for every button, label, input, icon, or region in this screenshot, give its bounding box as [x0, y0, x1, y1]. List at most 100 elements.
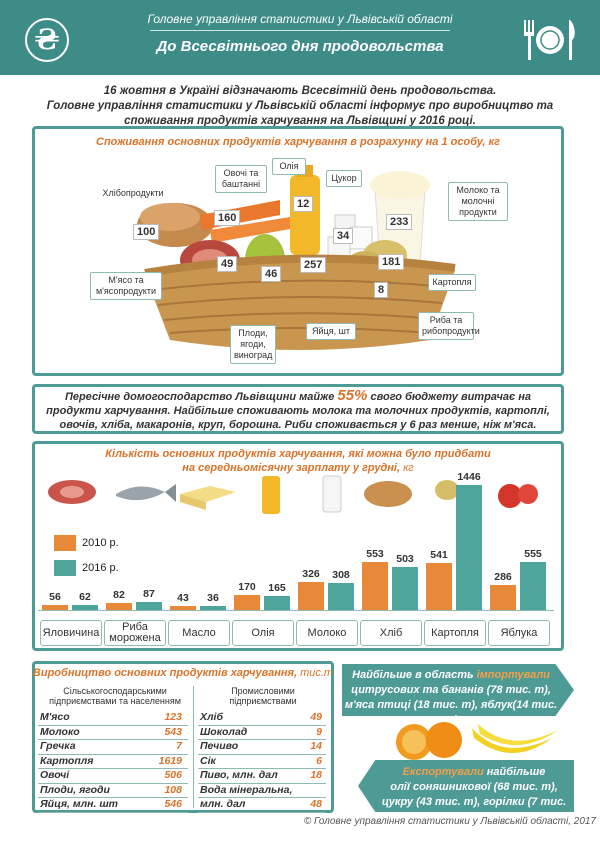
cutlery-icon	[524, 20, 575, 60]
consumption-title: Споживання основних продуктів харчування…	[96, 136, 500, 148]
production-item-value: 108	[164, 783, 182, 796]
import-highlight: імпортували	[476, 669, 550, 681]
export-text: Експортували найбільше олії соняшникової…	[376, 765, 572, 825]
production-item-value: 506	[164, 769, 182, 781]
export-line: цукру (43 тис. т), горілки (7 тис. дал)	[381, 796, 567, 823]
legend-label-2010: 2010 р.	[82, 537, 119, 549]
chart-panel	[32, 441, 564, 651]
butter-icon	[180, 486, 236, 510]
chart-title: Кількість основних продуктів харчування,…	[105, 448, 491, 460]
budget-line: Пересічне домогосподарство Львівщини май…	[42, 387, 554, 404]
production-item-name: Картопля	[40, 754, 94, 767]
row-separator	[198, 797, 326, 798]
row-separator	[38, 811, 188, 813]
budget-text: Пересічне домогосподарство Львівщини май…	[42, 387, 554, 432]
label-milk: Молоко та молочні продукти	[448, 182, 508, 221]
value-eggs: 257	[300, 257, 327, 273]
intro-line: Головне управління статистики у Львівськ…	[46, 100, 554, 112]
budget-percent: 55%	[337, 387, 368, 404]
fish-icon	[116, 484, 176, 502]
legend-swatch-2010	[54, 535, 76, 551]
label-potato: Картопля	[428, 274, 476, 291]
intro-line: споживання продуктів харчування на Львів…	[124, 115, 476, 127]
production-item-value: 48	[310, 798, 322, 810]
production-item-value: 123	[164, 711, 182, 723]
value-bread: 100	[133, 224, 160, 240]
row-separator	[38, 797, 188, 798]
intro-text: 16 жовтня в Україні відзначають Всесвітн…	[40, 84, 560, 129]
row-separator	[198, 753, 326, 755]
value-sugar: 34	[333, 228, 354, 244]
row-separator	[198, 768, 326, 769]
chart-unit: кг	[403, 462, 414, 474]
banana-icon	[472, 724, 558, 753]
production-item-name: М'ясо	[40, 711, 70, 723]
production-item-name: Сік	[200, 754, 216, 767]
budget-line: продукти харчування. Найбільше споживают…	[46, 405, 550, 417]
value-meat: 49	[217, 256, 238, 272]
label-oil: Олія	[272, 158, 306, 175]
value-milk: 233	[386, 214, 413, 230]
production-item-name: Гречка	[40, 740, 76, 752]
production-item-name: Пиво, млн. дал	[200, 769, 278, 781]
production-item-value: 14	[310, 740, 322, 752]
org-name: Головне управління статистики у Львівськ…	[147, 12, 453, 26]
potato-icon	[435, 480, 459, 500]
budget-post: свого бюджету витрачає на	[370, 391, 532, 403]
production-item-name: млн. дал	[200, 798, 246, 810]
label-fruits: Плоди, ягоди, виноград	[230, 325, 276, 364]
export-post: найбільше	[486, 766, 546, 778]
apple-icon	[498, 484, 538, 508]
row-separator	[38, 782, 188, 784]
production-item-name: Овочі	[40, 769, 70, 781]
import-line: Найбільше в область імпортували	[342, 668, 560, 683]
budget-line: овочів, хліба, макаронів, круп, борошна.…	[59, 419, 537, 431]
chart-subtitle: на середньомісячну зарплату у грудні, кг	[32, 462, 564, 474]
export-highlight: Експортували	[402, 766, 484, 778]
value-vegetables: 160	[214, 210, 241, 226]
logo-icon: ₴	[25, 18, 69, 62]
chart-subtitle-text: на середньомісячну зарплату у грудні,	[182, 462, 400, 474]
label-vegetables: Овочі та баштанні	[215, 165, 267, 193]
label-meat: М'ясо та м'ясопродукти	[90, 272, 162, 300]
production-item-name: Хліб	[200, 711, 223, 723]
production-item-value: 543	[164, 725, 182, 738]
oil-icon	[262, 476, 280, 514]
production-unit: тис.т	[300, 667, 334, 679]
milk-icon	[322, 475, 342, 513]
legend-label-2016: 2016 р.	[82, 562, 119, 574]
row-separator	[198, 811, 326, 813]
production-item-name: Шоколад	[200, 725, 248, 738]
export-line: Експортували найбільше	[376, 765, 572, 780]
value-potato: 181	[378, 254, 405, 270]
beef-icon	[48, 480, 96, 504]
row-separator	[198, 724, 326, 726]
col1-header: Сільськогосподарськими підприємствами та…	[49, 686, 181, 706]
row-separator	[38, 768, 188, 769]
production-item-value: 18	[310, 769, 322, 781]
production-item-value: 7	[176, 740, 182, 752]
intro-line: 16 жовтня в Україні відзначають Всесвітн…	[103, 85, 497, 97]
budget-panel	[32, 384, 564, 434]
col2-header: Промисловими підприємствами	[229, 686, 297, 706]
label-bread: Хлібопродукти	[102, 188, 164, 198]
production-item-value: 546	[164, 798, 182, 810]
production-title-text: Виробництво основних продуктів харчуванн…	[32, 667, 298, 679]
label-eggs: Яйця, шт	[306, 323, 356, 340]
footer-copyright: © Головне управління статистики у Львівс…	[303, 816, 596, 827]
export-line: олії соняшникової (68 тис. т),	[390, 781, 558, 793]
orange-icon	[396, 722, 462, 760]
value-fish: 8	[374, 282, 389, 298]
label-fish: Риба та рибопродукти	[418, 312, 480, 340]
value-fruits: 46	[261, 266, 282, 282]
fruit-illustration	[396, 722, 558, 760]
production-item-value: 49	[310, 711, 322, 723]
production-item-name: Молоко	[40, 725, 80, 738]
header-banner	[0, 0, 600, 75]
row-separator	[198, 782, 326, 784]
page-title: До Всесвітнього дня продовольства	[156, 38, 444, 55]
production-item-value: 1619	[158, 754, 182, 767]
production-item-name: Вода мінеральна,	[200, 783, 293, 796]
production-item-value: 9	[316, 725, 322, 738]
row-separator	[38, 739, 188, 740]
